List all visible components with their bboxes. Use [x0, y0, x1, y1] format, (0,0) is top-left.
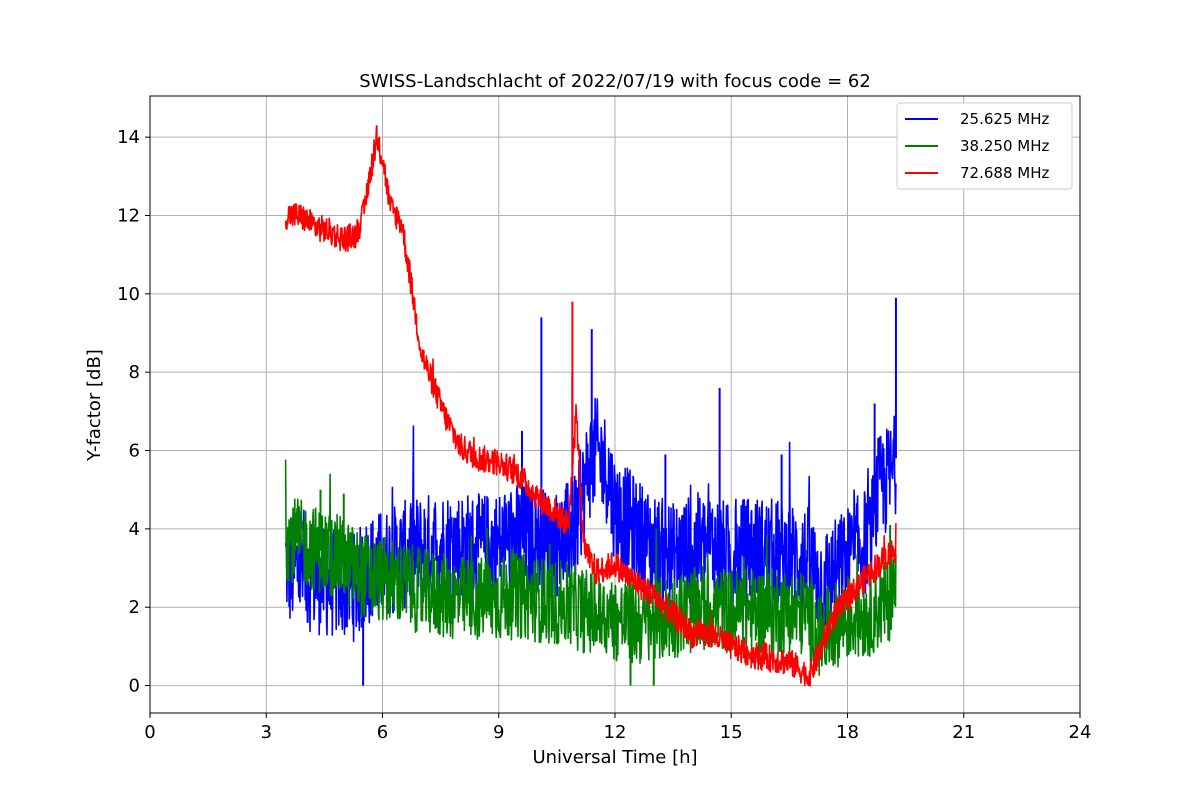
- x-tick-label: 24: [1069, 722, 1092, 743]
- series-layer: [284, 125, 897, 687]
- legend-label: 72.688 MHz: [960, 164, 1049, 182]
- chart-title: SWISS-Landschlacht of 2022/07/19 with fo…: [359, 71, 871, 92]
- x-tick-label: 18: [836, 722, 859, 743]
- y-axis-label: Y-factor [dB]: [84, 349, 105, 462]
- y-tick-label: 4: [129, 519, 140, 540]
- legend-box: [896, 102, 1073, 190]
- y-tick-label: 6: [129, 441, 140, 462]
- series-line: [284, 459, 897, 676]
- y-tick-label: 14: [117, 127, 140, 148]
- x-tick-label: 12: [604, 722, 627, 743]
- y-tick-label: 2: [129, 597, 140, 618]
- x-tick-label: 0: [144, 722, 155, 743]
- y-tick-label: 10: [117, 284, 140, 305]
- y-tick-label: 12: [117, 205, 140, 226]
- y-tick-label: 0: [129, 676, 140, 697]
- x-axis-label: Universal Time [h]: [532, 747, 697, 768]
- legend-label: 25.625 MHz: [960, 110, 1049, 128]
- legend-label: 38.250 MHz: [960, 137, 1049, 155]
- legend: 25.625 MHz 38.250 MHz 72.688 MHz: [896, 102, 1073, 190]
- x-tick-label: 15: [720, 722, 743, 743]
- y-tick-label: 8: [129, 362, 140, 383]
- x-tick-label: 3: [261, 722, 272, 743]
- x-tick-label: 9: [493, 722, 504, 743]
- series-line: [284, 128, 897, 687]
- x-tick-label: 6: [377, 722, 388, 743]
- x-tick-label: 21: [952, 722, 975, 743]
